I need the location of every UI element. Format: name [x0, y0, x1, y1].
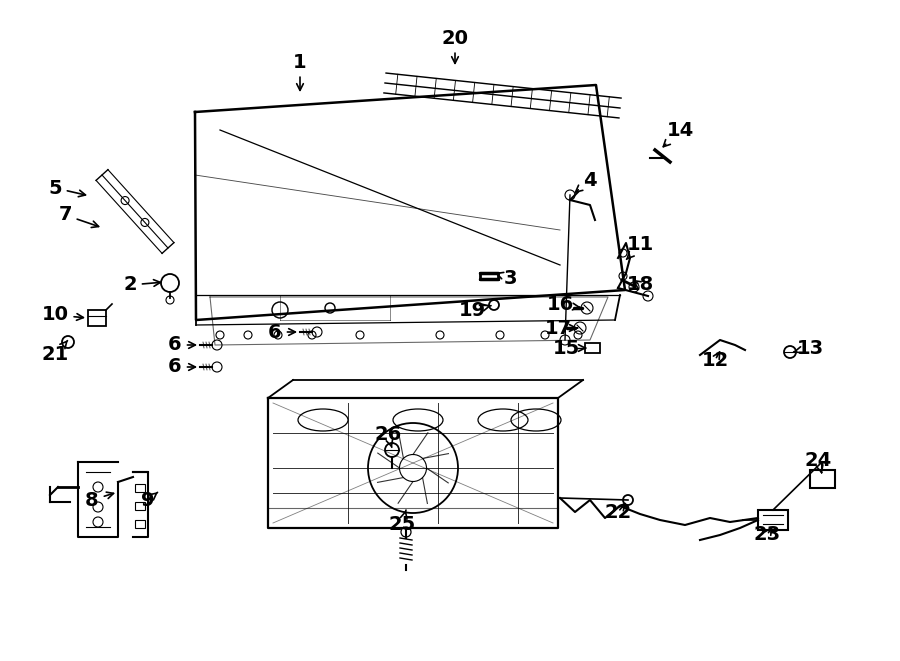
Text: 2: 2 [123, 276, 160, 295]
Bar [758, 510, 788, 530]
Bar [135, 484, 145, 492]
Text: 5: 5 [49, 178, 86, 198]
Text: 6: 6 [268, 323, 295, 342]
Text: 10: 10 [41, 305, 84, 325]
Text: 21: 21 [41, 340, 68, 364]
Text: 6: 6 [168, 358, 195, 377]
Bar [585, 343, 600, 353]
Text: 13: 13 [794, 338, 824, 358]
Text: 18: 18 [626, 276, 653, 295]
Text: 14: 14 [663, 120, 694, 147]
Text: 20: 20 [442, 28, 469, 63]
Text: 19: 19 [458, 301, 491, 319]
Text: 23: 23 [753, 525, 780, 545]
Text: 4: 4 [576, 171, 597, 192]
Text: 11: 11 [626, 235, 653, 259]
Text: 15: 15 [553, 338, 586, 358]
Bar [810, 470, 835, 488]
Text: 22: 22 [605, 502, 632, 522]
Text: 25: 25 [389, 510, 416, 535]
Text: 8: 8 [86, 490, 113, 510]
Text: 9: 9 [141, 490, 158, 510]
Bar [135, 502, 145, 510]
Text: 1: 1 [293, 52, 307, 91]
Text: 3: 3 [497, 268, 517, 288]
Text: 17: 17 [544, 319, 577, 338]
Text: 16: 16 [546, 295, 580, 315]
Text: 12: 12 [701, 350, 729, 369]
Bar [135, 520, 145, 528]
Text: 26: 26 [374, 426, 401, 447]
Text: 6: 6 [168, 336, 195, 354]
Text: 7: 7 [58, 206, 99, 227]
Text: 24: 24 [805, 451, 832, 473]
Bar [88, 310, 106, 326]
